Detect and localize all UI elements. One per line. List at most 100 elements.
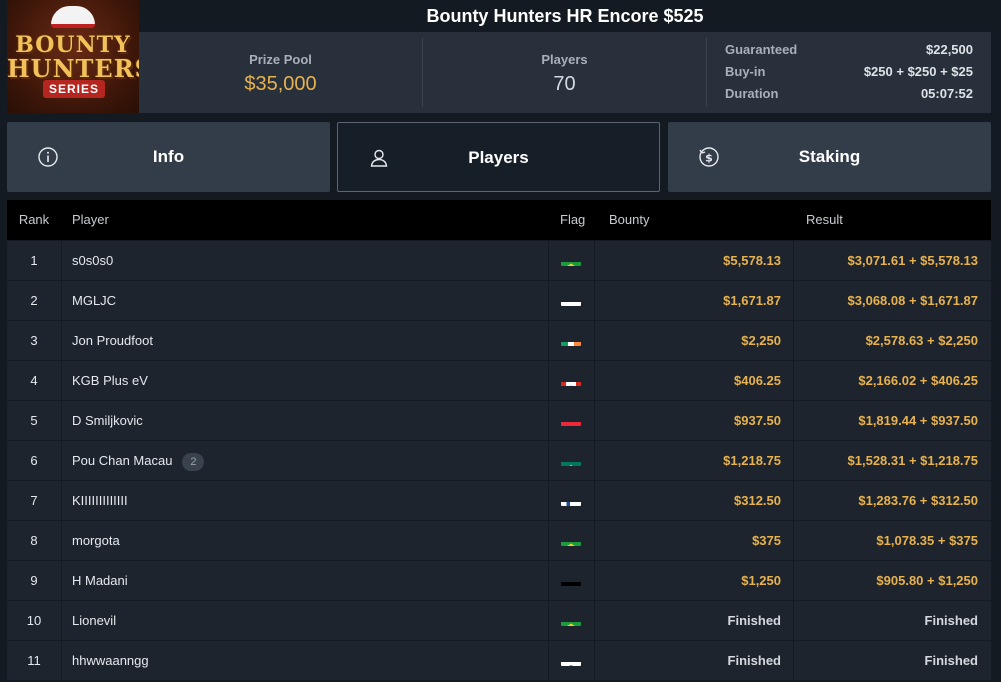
brazil-flag-icon <box>561 612 581 626</box>
player-name[interactable]: KIIIIIIIIIIIII <box>72 493 128 508</box>
player-cell: D Smiljkovic <box>72 401 542 441</box>
column-divider <box>548 281 549 321</box>
info-icon <box>38 147 58 167</box>
column-header-result[interactable]: Result <box>806 212 843 227</box>
rank-cell: 7 <box>30 493 38 508</box>
column-divider <box>548 361 549 401</box>
player-name[interactable]: morgota <box>72 533 120 548</box>
player-name[interactable]: hhwwaanngg <box>72 653 149 668</box>
player-name[interactable]: Pou Chan Macau <box>72 453 173 468</box>
flag-cell <box>548 601 594 641</box>
flag-cell <box>548 401 594 441</box>
detail-value: $22,500 <box>926 42 973 57</box>
result-cell: Finished <box>924 613 978 628</box>
table-row[interactable]: 3 Jon Proudfoot $2,250 $2,578.63 + $2,250 <box>7 320 991 361</box>
brazil-flag-icon <box>561 532 581 546</box>
player-cell: Pou Chan Macau 2 <box>72 441 542 481</box>
tab-staking[interactable]: $ Staking <box>668 122 991 192</box>
column-header-player[interactable]: Player <box>72 212 109 227</box>
column-divider <box>793 601 794 641</box>
bounty-cell: $2,250 <box>741 333 781 348</box>
column-divider <box>793 441 794 481</box>
table-row[interactable]: 5 D Smiljkovic $937.50 $1,819.44 + $937.50 <box>7 400 991 441</box>
column-divider <box>793 521 794 561</box>
bounty-cell: Finished <box>727 613 781 628</box>
player-name[interactable]: KGB Plus eV <box>72 373 148 388</box>
rank-cell: 6 <box>30 453 38 468</box>
detail-label: Guaranteed <box>725 42 798 57</box>
svg-text:$: $ <box>705 152 713 165</box>
column-header-flag[interactable]: Flag <box>560 212 586 227</box>
player-cell: KGB Plus eV <box>72 361 542 401</box>
detail-label: Duration <box>725 86 779 101</box>
player-name[interactable]: H Madani <box>72 573 128 588</box>
table-row[interactable]: 2 MGLJC $1,671.87 $3,068.08 + $1,671.87 <box>7 280 991 321</box>
player-name[interactable]: s0s0s0 <box>72 253 114 268</box>
austria-flag-icon <box>561 412 581 426</box>
column-divider <box>594 481 595 521</box>
flag-cell <box>548 481 594 521</box>
column-divider <box>61 321 62 361</box>
column-divider <box>594 601 595 641</box>
column-divider <box>548 441 549 481</box>
column-divider <box>793 561 794 601</box>
table-row[interactable]: 9 H Madani $1,250 $905.80 + $1,250 <box>7 560 991 601</box>
column-divider <box>548 241 549 281</box>
bounty-cell: $5,578.13 <box>723 253 781 268</box>
prize-pool-value: $35,000 <box>244 73 317 95</box>
column-divider <box>594 281 595 321</box>
table-header: Rank Player Flag Bounty Result <box>7 200 991 240</box>
player-cell: morgota <box>72 521 542 561</box>
bounty-cell: $1,218.75 <box>723 453 781 468</box>
table-row[interactable]: 4 KGB Plus eV $406.25 $2,166.02 + $406.25 <box>7 360 991 401</box>
player-name[interactable]: D Smiljkovic <box>72 413 143 428</box>
table-row[interactable]: 7 KIIIIIIIIIIIII $312.50 $1,283.76 + $312.5… <box>7 480 991 521</box>
table-row[interactable]: 6 Pou Chan Macau 2 $1,218.75 $1,528.31 + $1,… <box>7 440 991 481</box>
column-divider <box>793 481 794 521</box>
column-header-rank[interactable]: Rank <box>18 212 50 227</box>
bounty-cell: $1,250 <box>741 573 781 588</box>
rank-cell: 8 <box>30 533 38 548</box>
column-divider <box>594 241 595 281</box>
column-divider <box>548 321 549 361</box>
rank-cell: 9 <box>30 573 38 588</box>
column-divider <box>594 561 595 601</box>
tab-players[interactable]: Players <box>337 122 660 192</box>
column-divider <box>61 241 62 281</box>
player-name[interactable]: Lionevil <box>72 613 117 628</box>
detail-value: $250 + $250 + $25 <box>863 64 973 79</box>
column-divider <box>594 361 595 401</box>
player-name[interactable]: MGLJC <box>72 293 117 308</box>
tab-staking-label: Staking <box>798 147 861 166</box>
detail-guaranteed: Guaranteed $22,500 <box>725 42 973 64</box>
players-stat: Players 70 <box>423 32 706 113</box>
player-cell: H Madani <box>72 561 542 601</box>
table-row[interactable]: 11 hhwwaanngg Finished Finished <box>7 640 991 681</box>
bounty-cell: $406.25 <box>734 373 781 388</box>
table-row[interactable]: 10 Lionevil Finished Finished <box>7 600 991 641</box>
coin-dollar-icon: $ <box>699 147 719 167</box>
result-cell: $1,283.76 + $312.50 <box>858 493 978 508</box>
tab-info[interactable]: Info <box>7 122 330 192</box>
table-row[interactable]: 1 s0s0s0 $5,578.13 $3,071.61 + $5,578.13 <box>7 240 991 281</box>
column-divider <box>61 401 62 441</box>
result-cell: $1,078.35 + $375 <box>876 533 978 548</box>
column-divider <box>548 401 549 441</box>
result-cell: $3,071.61 + $5,578.13 <box>847 253 978 268</box>
rank-cell: 3 <box>30 333 38 348</box>
table-body: 1 s0s0s0 $5,578.13 $3,071.61 + $5,578.13 2 MG… <box>7 240 991 681</box>
bounty-hunters-logo: BOUNTY HUNTERS SERIES <box>7 0 139 113</box>
table-row[interactable]: 8 morgota $375 $1,078.35 + $375 <box>7 520 991 561</box>
column-header-bounty[interactable]: Bounty <box>609 212 650 227</box>
flag-cell <box>548 641 594 681</box>
column-divider <box>793 281 794 321</box>
flag-cell <box>548 561 594 601</box>
player-name[interactable]: Jon Proudfoot <box>72 333 153 348</box>
column-divider <box>61 561 62 601</box>
detail-value: 05:07:52 <box>920 86 973 101</box>
detail-duration: Duration 05:07:52 <box>725 86 973 108</box>
player-cell: hhwwaanngg <box>72 641 542 681</box>
tournament-details: Guaranteed $22,500 Buy-in $250 + $250 + … <box>725 42 973 108</box>
tournament-header: BOUNTY HUNTERS SERIES Bounty Hunters HR … <box>0 0 1001 113</box>
player-cell: Jon Proudfoot <box>72 321 542 361</box>
